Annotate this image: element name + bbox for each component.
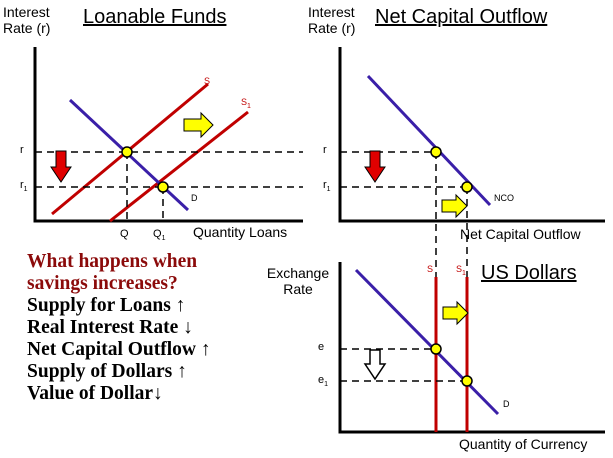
summary-item-3: Net Capital Outflow ↑ xyxy=(27,339,211,360)
summary-item-1: Supply for Loans ↑ xyxy=(27,295,186,316)
usd-tick-e: e xyxy=(318,341,325,353)
usd-title: US Dollars xyxy=(481,262,577,284)
summary-block: What happens when savings increases? Sup… xyxy=(27,251,211,405)
lf-new-equilibrium-point xyxy=(157,181,169,193)
nco-y-axis-title-line2: Rate (r) xyxy=(308,20,356,36)
loanable-funds-graph xyxy=(33,47,303,223)
summary-item-2: Real Interest Rate ↓ xyxy=(27,317,193,338)
usd-equilibrium-point xyxy=(430,343,442,355)
nco-point-r1 xyxy=(461,181,473,193)
summary-question-line2: savings increases? xyxy=(27,273,178,294)
nco-axes xyxy=(338,47,605,223)
lf-supply-curve-shifted xyxy=(109,110,249,223)
nco-point-r xyxy=(430,146,442,158)
usd-shift-right-arrow xyxy=(442,300,469,326)
nco-title: Net Capital Outflow xyxy=(375,6,548,28)
lf-axes xyxy=(33,47,303,223)
usd-label-s1: S1 xyxy=(456,264,466,277)
lf-tick-r1: r1 xyxy=(20,179,28,194)
usd-label-s: S xyxy=(427,264,434,274)
summary-item-5: Value of Dollar↓ xyxy=(27,383,163,404)
usd-label-d: D xyxy=(503,399,510,409)
summary-item-4: Supply of Dollars ↑ xyxy=(27,361,187,382)
usd-new-equilibrium-point xyxy=(461,375,473,387)
lf-label-s: S xyxy=(204,76,211,86)
lf-equilibrium-point xyxy=(121,146,133,158)
nco-y-axis-title: Interest Rate (r) xyxy=(308,4,355,36)
lf-label-d: D xyxy=(191,193,198,203)
usd-demand-curve xyxy=(354,268,500,416)
usd-y-axis-title-line1: Exchange xyxy=(266,265,330,281)
lf-tick-r: r xyxy=(20,144,24,156)
lf-y-axis-title: Interest Rate (r) xyxy=(3,4,50,36)
lf-x-axis-title: Quantity Loans xyxy=(193,224,288,240)
lf-y-axis-title-line1: Interest xyxy=(3,4,50,20)
lf-title: Loanable Funds xyxy=(83,6,227,28)
nco-down-arrow xyxy=(364,150,386,183)
usd-x-axis-title: Quantity of Currency xyxy=(459,436,588,452)
lf-y-axis-title-line2: Rate (r) xyxy=(3,20,51,36)
usd-down-arrow xyxy=(363,349,387,381)
lf-label-s1: S1 xyxy=(241,97,251,110)
nco-shift-right-arrow xyxy=(441,193,468,219)
summary-question-line1: What happens when xyxy=(27,251,198,272)
nco-tick-r: r xyxy=(323,144,327,156)
nco-graph xyxy=(338,47,605,285)
usd-y-axis-title: Exchange Rate xyxy=(261,265,335,297)
lf-shift-right-arrow xyxy=(183,111,214,139)
nco-tick-r1: r1 xyxy=(323,179,331,194)
usd-axes xyxy=(338,262,605,434)
usd-graph xyxy=(338,262,605,434)
lf-tick-q1: Q1 xyxy=(153,228,166,243)
lf-tick-q: Q xyxy=(120,228,129,240)
usd-tick-e1: e1 xyxy=(318,374,329,389)
nco-x-axis-title: Net Capital Outflow xyxy=(460,226,581,242)
usd-y-axis-title-line2: Rate xyxy=(283,281,313,297)
lf-down-arrow xyxy=(50,150,72,183)
nco-y-axis-title-line1: Interest xyxy=(308,4,355,20)
nco-label-curve: NCO xyxy=(494,193,514,203)
